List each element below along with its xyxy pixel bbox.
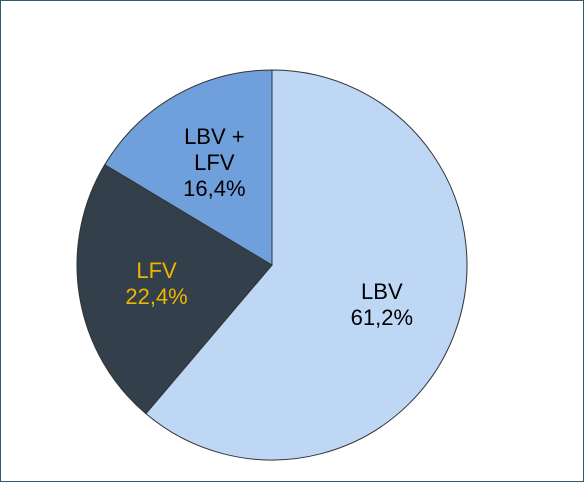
slice-label: LBV 61,2%	[342, 279, 422, 331]
slice-label: LBV + LFV 16,4%	[174, 124, 254, 202]
category-label: LFV	[136, 258, 177, 284]
value-label: 16,4%	[183, 176, 246, 202]
pie-slice	[76, 163, 273, 415]
pie-slice	[145, 69, 468, 461]
value-label: 22,4%	[125, 284, 188, 310]
category-label: LBV + LFV	[184, 124, 245, 176]
slice-label: LFV 22,4%	[117, 258, 197, 310]
value-label: 61,2%	[350, 305, 414, 331]
pie-slice	[104, 69, 273, 266]
category-label: LBV	[361, 279, 403, 305]
